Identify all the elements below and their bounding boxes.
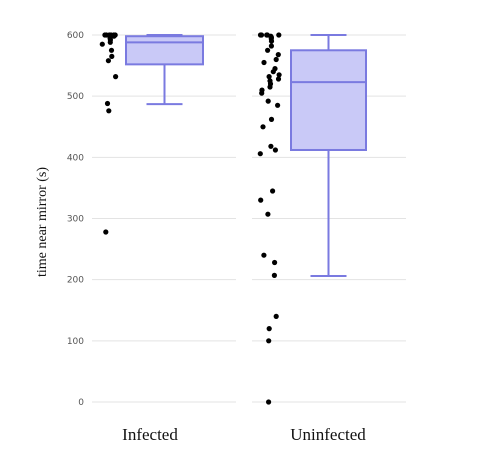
y-tick-label: 500 [67,92,84,102]
category-label: Uninfected [290,425,366,444]
data-point [270,188,276,194]
data-point [266,326,272,332]
data-point [275,52,281,58]
data-point [261,252,267,258]
data-point [259,90,265,96]
data-point [275,76,282,82]
data-point [261,59,267,66]
data-point [268,116,275,122]
data-point [105,58,111,64]
data-point [270,69,276,75]
data-point [265,47,271,53]
iqr-box [125,35,204,66]
iqr-box [290,49,367,151]
data-point [266,399,272,405]
category-label: Infected [122,425,178,444]
data-point [268,38,275,44]
data-point [108,47,115,53]
data-point [258,32,265,38]
data-point [264,32,270,38]
data-point [273,313,279,319]
data-point [109,53,115,60]
data-point [273,56,279,63]
data-point [266,338,272,344]
y-tick-label: 100 [67,337,84,347]
data-point [268,43,274,49]
y-tick-label: 300 [67,215,84,225]
y-tick-labels: 0 100 200 300 400 500 600 [67,31,84,408]
data-point [272,259,278,266]
y-tick-label: 0 [78,398,84,408]
data-point [258,197,264,203]
data-point [104,100,111,107]
data-point [276,72,282,78]
data-point [267,84,273,90]
y-axis-title: time near mirror (s) [35,167,50,277]
data-point [103,32,109,38]
data-point [276,32,282,38]
data-point [106,108,112,114]
group-uninfected [257,32,367,405]
data-point [107,39,113,45]
y-tick-label: 400 [67,153,84,163]
data-point [266,74,272,80]
data-point [99,41,105,47]
data-point [268,143,274,149]
y-tick-label: 600 [67,31,84,41]
data-point [271,272,277,278]
data-point [111,33,117,39]
group-infected [99,32,204,235]
category-labels: Infected Uninfected [122,425,366,444]
data-point [272,147,278,153]
data-point [260,124,266,130]
data-point [265,211,271,217]
data-point [113,74,119,80]
data-point [257,151,263,157]
data-point [275,102,281,108]
data-point [103,229,109,235]
data-point [265,98,271,104]
y-tick-label: 200 [67,276,84,286]
plot-area [99,32,367,405]
